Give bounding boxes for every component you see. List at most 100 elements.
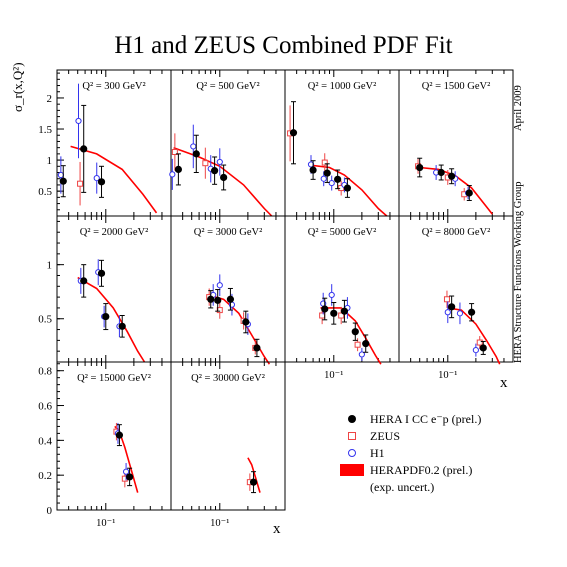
panel-9: Q² = 30000 GeV² 10⁻¹ xyxy=(170,361,286,529)
x-tick-label: 10⁻¹ xyxy=(96,518,115,529)
zeus-marker-icon xyxy=(348,432,356,440)
panel-label: Q² = 8000 GeV² xyxy=(422,227,491,238)
zeus-point xyxy=(443,296,450,303)
panel-label: Q² = 300 GeV² xyxy=(82,81,145,92)
hera-point xyxy=(416,163,424,172)
zeus-point xyxy=(202,160,209,167)
fit-curve xyxy=(309,164,388,217)
y-tick-label: 0.2 xyxy=(38,470,52,482)
hera-point xyxy=(323,169,331,177)
legend-label-fit-note: (exp. uncert.) xyxy=(370,480,435,494)
h1-point xyxy=(122,468,130,475)
panel-0: 0.5 1 1.5 2 Q² = 300 GeV² xyxy=(38,69,172,217)
y-tick-label: 0.5 xyxy=(38,186,52,198)
panel-label: Q² = 30000 GeV² xyxy=(191,373,265,384)
zeus-point xyxy=(338,312,345,319)
hera-point xyxy=(97,269,106,277)
x-axis-label-bottom: x xyxy=(273,521,281,537)
panel-label: Q² = 3000 GeV² xyxy=(194,227,263,238)
x-tick-label: 10⁻¹ xyxy=(438,370,457,381)
legend-label-hera: HERA I CC e⁻p (prel.) xyxy=(370,412,482,426)
panel-3: Q² = 1500 GeV² xyxy=(398,69,514,217)
hera-point xyxy=(80,145,88,153)
panel-label: Q² = 2000 GeV² xyxy=(80,227,149,238)
y-tick-label: 0.6 xyxy=(38,401,52,413)
hera-point xyxy=(309,166,317,174)
hera-point xyxy=(448,303,456,311)
y-tick-label: 0 xyxy=(47,505,53,517)
x-tick-label: 10⁻¹ xyxy=(210,518,229,529)
panel-frame xyxy=(398,215,514,363)
hera-point xyxy=(330,309,338,317)
hera-marker-icon xyxy=(348,415,356,423)
hera-point xyxy=(192,150,200,158)
h1-point xyxy=(456,310,464,317)
panel-4: 0.5 1 Q² = 2000 GeV² xyxy=(38,215,172,363)
fit-band-icon xyxy=(340,464,364,476)
legend-label-h1: H1 xyxy=(370,446,385,460)
y-tick-label: 1 xyxy=(47,260,53,272)
h1-point xyxy=(444,309,451,316)
panel-8: 0 0.2 0.4 0.6 0.8 Q² = 15000 GeV² 10⁻¹ xyxy=(38,361,172,529)
fit-curve xyxy=(419,166,493,215)
panel-label: Q² = 5000 GeV² xyxy=(308,227,377,238)
h1-point xyxy=(328,291,335,299)
hera-point xyxy=(211,167,219,175)
hera-point xyxy=(97,178,106,186)
legend-label-zeus: ZEUS xyxy=(370,429,400,443)
hera-point xyxy=(102,312,110,321)
zeus-point xyxy=(338,185,345,192)
hera-point xyxy=(226,295,235,303)
hera-point xyxy=(214,296,222,304)
hera-point xyxy=(334,175,342,183)
y-tick-label: 0.5 xyxy=(38,314,52,326)
h1-point xyxy=(328,179,335,187)
h1-point xyxy=(190,143,197,150)
hera-point xyxy=(59,177,67,185)
hera-point xyxy=(343,184,352,192)
h1-point xyxy=(472,347,479,354)
panel-5: Q² = 3000 GeV² xyxy=(170,215,286,365)
panel-7: Q² = 8000 GeV² 10⁻¹ xyxy=(398,215,514,381)
panel-label: Q² = 1000 GeV² xyxy=(308,81,377,92)
panel-frame xyxy=(56,361,172,511)
h1-point xyxy=(216,158,223,166)
hera-point xyxy=(253,344,261,352)
fit-curve xyxy=(447,307,501,365)
h1-point xyxy=(320,175,327,182)
hera-point xyxy=(249,478,258,486)
zeus-point xyxy=(321,159,328,166)
fit-curve xyxy=(247,457,261,493)
zeus-point xyxy=(171,149,178,156)
side-note-date: April 2009 xyxy=(513,85,524,131)
h1-point xyxy=(307,161,315,168)
fit-curve xyxy=(70,145,158,214)
panel-frame xyxy=(170,361,286,511)
hera-point xyxy=(448,172,456,180)
panel-label: Q² = 15000 GeV² xyxy=(77,373,151,384)
h1-marker-icon xyxy=(348,449,356,457)
page-title: H1 and ZEUS Combined PDF Fit xyxy=(114,32,453,59)
panel-1: Q² = 500 GeV² xyxy=(169,69,286,217)
hera-point xyxy=(321,305,329,313)
h1-point xyxy=(169,171,176,178)
x-tick-label: 10⁻¹ xyxy=(324,370,343,381)
side-note: April 2009 HERA Structure Functions Work… xyxy=(513,83,533,363)
hera-point xyxy=(118,322,126,330)
y-tick-label: 1.5 xyxy=(38,124,52,136)
hera-point xyxy=(242,318,250,326)
h1-point xyxy=(93,175,100,182)
hera-point xyxy=(220,173,228,182)
hera-point xyxy=(437,168,445,177)
panel-6: Q² = 5000 GeV² 10⁻¹ xyxy=(284,215,400,381)
h1-point xyxy=(216,282,223,289)
hera-point xyxy=(126,473,134,481)
y-tick-label: 2 xyxy=(47,93,53,105)
fit-curve xyxy=(77,276,146,363)
hera-point xyxy=(468,308,476,316)
fit-curve xyxy=(320,307,382,365)
x-axis-label-right: x xyxy=(500,375,508,391)
hera-point xyxy=(289,129,298,137)
hera-point xyxy=(362,340,370,348)
